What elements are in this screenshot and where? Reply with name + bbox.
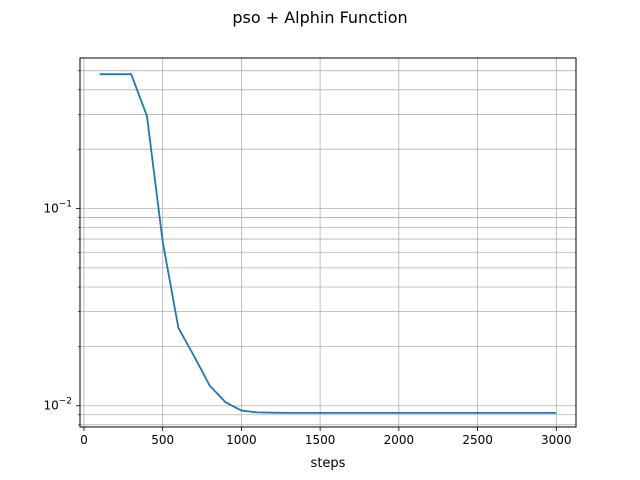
y-tick-label: 10−2 xyxy=(43,397,72,413)
x-tick-label: 2500 xyxy=(462,433,493,447)
series-line xyxy=(99,73,557,414)
y-tick-label-base: 10 xyxy=(43,202,58,216)
y-tick-label-base: 10 xyxy=(43,399,58,413)
y-tick-label: 10−1 xyxy=(43,200,72,216)
y-tick-label-exponent: −2 xyxy=(59,397,72,407)
x-tick-label: 2000 xyxy=(384,433,415,447)
x-tick-label: 500 xyxy=(151,433,174,447)
x-axis-label: steps xyxy=(311,456,346,471)
x-tick-label: 1000 xyxy=(226,433,257,447)
x-tick-label: 1500 xyxy=(305,433,336,447)
chart-title: pso + Alphin Function xyxy=(232,8,407,27)
series-lines xyxy=(99,73,557,414)
y-tick-label-exponent: −1 xyxy=(59,200,72,210)
plot-frame xyxy=(79,57,577,428)
x-tick-label: 3000 xyxy=(541,433,572,447)
grid-lines xyxy=(80,58,576,427)
x-tick-label: 0 xyxy=(80,433,88,447)
